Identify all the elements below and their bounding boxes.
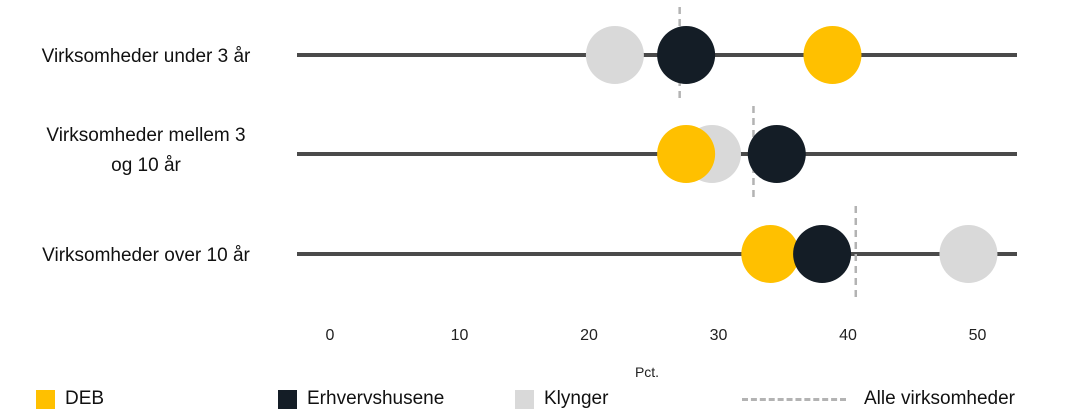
x-tick-label-0: 0 (326, 327, 335, 344)
legend: DEB Erhvervshusene Klynger Alle virksomh… (0, 385, 1077, 414)
dot-erhvervshusene-0 (657, 26, 716, 84)
dot-erhvervshusene-2 (793, 225, 852, 283)
dot-deb-1 (657, 125, 716, 183)
legend-item-erhvervshusene: Erhvervshusene (278, 388, 444, 410)
x-axis-title: Pct. (635, 364, 659, 380)
legend-swatch-klynger (515, 389, 534, 409)
legend-item-deb: DEB (36, 388, 104, 410)
x-tick-label-2: 20 (580, 327, 598, 344)
x-tick-label-1: 10 (451, 327, 469, 344)
dot-deb-2 (741, 225, 800, 283)
dot-erhvervshusene-1 (747, 125, 806, 183)
category-label-0: Virksomheder under 3 år (42, 46, 251, 67)
legend-label-klynger: Klynger (544, 388, 609, 409)
legend-swatch-deb (36, 389, 55, 409)
dot-deb-0 (803, 26, 862, 84)
x-tick-label-3: 30 (710, 327, 728, 344)
legend-label-alle-virksomheder: Alle virksomheder (864, 388, 1015, 409)
x-tick-label-5: 50 (969, 327, 987, 344)
dot-chart: Virksomheder under 3 år Virksomheder mell… (42, 7, 1017, 380)
legend-swatch-erhvervshusene (278, 389, 297, 409)
dot-klynger-2 (939, 225, 998, 283)
x-tick-label-4: 40 (839, 327, 857, 344)
category-label-2: Virksomheder over 10 år (42, 245, 250, 266)
legend-item-klynger: Klynger (515, 388, 608, 410)
legend-item-alle-virksomheder: Alle virksomheder (742, 388, 1015, 410)
dot-klynger-0 (585, 26, 644, 84)
category-label-1: Virksomheder mellem 3 og 10 år (46, 125, 245, 176)
legend-dash-reference (742, 397, 846, 401)
legend-label-erhvervshusene: Erhvervshusene (307, 388, 445, 409)
legend-label-deb: DEB (65, 388, 105, 409)
